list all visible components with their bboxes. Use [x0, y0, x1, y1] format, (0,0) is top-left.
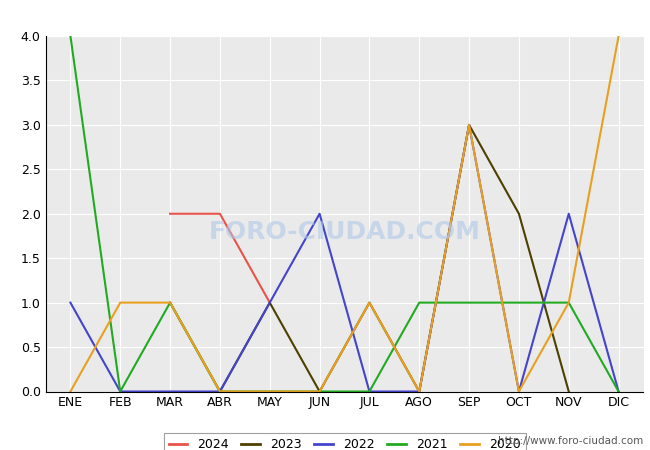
- 2021: [116, 389, 124, 394]
- 2022: [116, 389, 124, 394]
- 2022: [316, 211, 324, 216]
- Legend: 2024, 2023, 2022, 2021, 2020: 2024, 2023, 2022, 2021, 2020: [164, 433, 525, 450]
- 2024: [216, 211, 224, 216]
- 2020: [615, 33, 623, 39]
- 2021: [465, 300, 473, 305]
- 2022: [415, 389, 423, 394]
- 2020: [415, 389, 423, 394]
- 2023: [515, 211, 523, 216]
- Line: 2023: 2023: [170, 125, 569, 392]
- 2022: [515, 389, 523, 394]
- 2023: [166, 300, 174, 305]
- 2024: [166, 211, 174, 216]
- 2020: [365, 300, 373, 305]
- 2021: [565, 300, 573, 305]
- 2023: [415, 389, 423, 394]
- 2022: [66, 300, 74, 305]
- 2023: [266, 300, 274, 305]
- 2022: [465, 122, 473, 128]
- 2021: [316, 389, 324, 394]
- 2024: [266, 300, 274, 305]
- 2022: [615, 389, 623, 394]
- 2020: [316, 389, 324, 394]
- 2020: [565, 300, 573, 305]
- 2020: [515, 389, 523, 394]
- 2022: [216, 389, 224, 394]
- 2022: [565, 211, 573, 216]
- Text: Matriculaciones de Vehiculos en La Fresneda: Matriculaciones de Vehiculos en La Fresn…: [124, 7, 526, 25]
- Line: 2021: 2021: [70, 36, 619, 392]
- 2021: [266, 389, 274, 394]
- Line: 2024: 2024: [170, 214, 270, 302]
- Line: 2022: 2022: [70, 125, 619, 392]
- 2021: [66, 33, 74, 39]
- 2023: [465, 122, 473, 128]
- 2021: [515, 300, 523, 305]
- 2023: [316, 389, 324, 394]
- 2021: [216, 389, 224, 394]
- 2020: [166, 300, 174, 305]
- 2023: [216, 389, 224, 394]
- 2022: [365, 389, 373, 394]
- 2023: [565, 389, 573, 394]
- 2020: [66, 389, 74, 394]
- 2020: [216, 389, 224, 394]
- 2021: [415, 300, 423, 305]
- 2021: [365, 389, 373, 394]
- 2021: [615, 389, 623, 394]
- 2020: [116, 300, 124, 305]
- 2022: [166, 389, 174, 394]
- 2022: [266, 300, 274, 305]
- 2021: [166, 300, 174, 305]
- Line: 2020: 2020: [70, 36, 619, 392]
- 2023: [365, 300, 373, 305]
- Text: http://www.foro-ciudad.com: http://www.foro-ciudad.com: [499, 436, 644, 446]
- 2020: [266, 389, 274, 394]
- Text: FORO-CIUDAD.COM: FORO-CIUDAD.COM: [209, 220, 480, 243]
- 2020: [465, 122, 473, 128]
